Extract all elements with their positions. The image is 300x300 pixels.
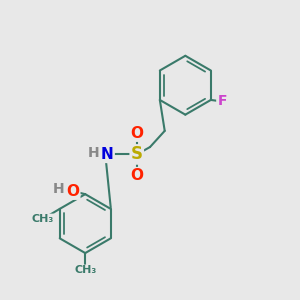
Text: H: H xyxy=(53,182,64,196)
Text: CH₃: CH₃ xyxy=(74,265,96,275)
Text: S: S xyxy=(131,146,143,164)
Text: CH₃: CH₃ xyxy=(32,214,54,224)
Text: O: O xyxy=(66,184,80,199)
Text: O: O xyxy=(130,168,143,183)
Text: O: O xyxy=(130,126,143,141)
Text: H: H xyxy=(88,146,100,160)
Text: N: N xyxy=(101,147,114,162)
Text: F: F xyxy=(217,94,227,108)
